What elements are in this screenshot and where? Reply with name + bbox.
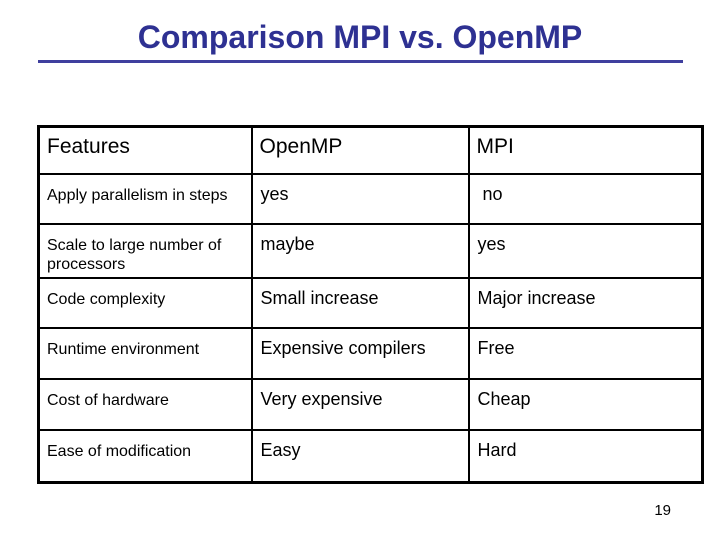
header-mpi: MPI bbox=[467, 125, 704, 175]
openmp-value: yes bbox=[250, 172, 470, 225]
header-features: Features bbox=[37, 125, 253, 175]
table-row: Runtime environment Expensive compilers … bbox=[37, 326, 704, 380]
openmp-value: maybe bbox=[250, 222, 470, 279]
mpi-value: Major increase bbox=[467, 276, 704, 329]
openmp-value: Small increase bbox=[250, 276, 470, 329]
feature-label: Runtime environment bbox=[37, 326, 253, 380]
slide-title: Comparison MPI vs. OpenMP bbox=[137, 19, 583, 55]
header-openmp: OpenMP bbox=[250, 125, 470, 175]
mpi-value: no bbox=[467, 172, 704, 225]
table-row: Apply parallelism in steps yes no bbox=[37, 172, 704, 225]
table-row: Ease of modification Easy Hard bbox=[37, 428, 704, 484]
mpi-value: Hard bbox=[467, 428, 704, 484]
feature-label: Scale to large number of processors bbox=[37, 222, 253, 279]
feature-label: Apply parallelism in steps bbox=[37, 172, 253, 225]
mpi-value: yes bbox=[467, 222, 704, 279]
table-row: Code complexity Small increase Major inc… bbox=[37, 276, 704, 329]
feature-label: Code complexity bbox=[37, 276, 253, 329]
comparison-table: Features OpenMP MPI Apply parallelism in… bbox=[37, 125, 704, 484]
table-row: Cost of hardware Very expensive Cheap bbox=[37, 377, 704, 431]
title-underline-rule bbox=[38, 60, 683, 63]
mpi-value: Cheap bbox=[467, 377, 704, 431]
openmp-value: Easy bbox=[250, 428, 470, 484]
openmp-value: Expensive compilers bbox=[250, 326, 470, 380]
table-header-row: Features OpenMP MPI bbox=[37, 125, 704, 175]
openmp-value: Very expensive bbox=[250, 377, 470, 431]
table-row: Scale to large number of processors mayb… bbox=[37, 222, 704, 279]
feature-label: Cost of hardware bbox=[37, 377, 253, 431]
slide-number: 19 bbox=[654, 502, 671, 519]
feature-label: Ease of modification bbox=[37, 428, 253, 484]
mpi-value: Free bbox=[467, 326, 704, 380]
